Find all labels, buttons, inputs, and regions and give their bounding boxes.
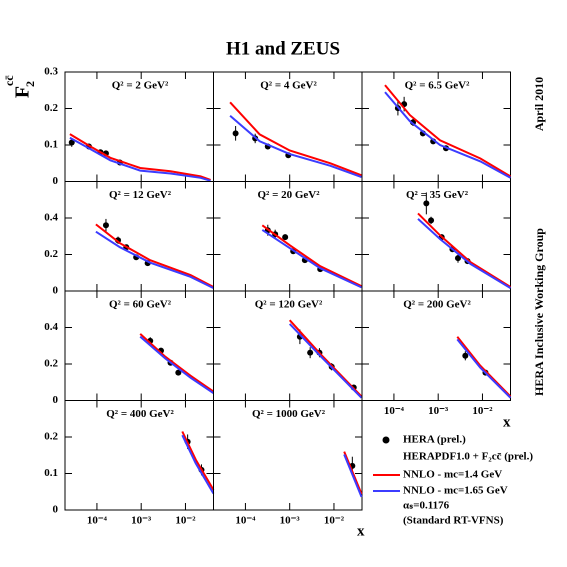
- curve: [229, 115, 362, 179]
- curve: [181, 434, 215, 495]
- x-tick-label: 10⁻⁴: [235, 515, 256, 527]
- y-tick-label: 0.2: [44, 431, 58, 443]
- data-point: [307, 349, 314, 356]
- panel-frame: [361, 290, 511, 401]
- panel-title: Q² = 2 GeV²: [112, 80, 169, 92]
- legend-label: NNLO - mc=1.65 GeV: [403, 485, 508, 497]
- y-label-sup: cc̄: [2, 75, 16, 86]
- x-tick-label: 10⁻³: [428, 405, 449, 417]
- panel-title: Q² = 60 GeV²: [109, 299, 172, 311]
- panel-title: Q² = 1000 GeV²: [252, 408, 326, 420]
- panel-title: Q² = 12 GeV²: [109, 189, 172, 201]
- legend-note: (Standard RT-VFNS): [403, 515, 504, 527]
- data-point: [454, 255, 461, 262]
- data-point: [423, 200, 430, 207]
- data-point: [175, 369, 182, 376]
- x-tick-label: 10⁻⁴: [87, 515, 108, 527]
- panel-title: Q² = 200 GeV²: [403, 299, 471, 311]
- y-tick-label: 0.1: [44, 139, 58, 151]
- data-point: [232, 130, 239, 137]
- data-point: [462, 352, 469, 359]
- legend-label: HERA (prel.): [403, 434, 466, 446]
- curve: [417, 218, 512, 289]
- side-text: HERA Inclusive Working Group: [532, 228, 546, 396]
- curve: [456, 336, 512, 398]
- data-point: [428, 217, 435, 224]
- curve: [288, 319, 363, 398]
- panel-title: Q² = 6.5 GeV²: [405, 80, 471, 92]
- side-text: April 2010: [532, 77, 546, 131]
- panel-title: Q² = 120 GeV²: [255, 299, 323, 311]
- curve: [343, 454, 363, 498]
- y-tick-label: 0.2: [44, 248, 58, 260]
- curve: [139, 335, 215, 395]
- y-tick-label: 0.2: [44, 358, 58, 370]
- y-label-sub: 2: [23, 81, 37, 87]
- x-tick-label: 10⁻³: [280, 515, 301, 527]
- x-tick-label: 10⁻²: [324, 515, 345, 527]
- curve: [384, 91, 511, 179]
- data-point: [102, 222, 109, 229]
- x-tick-label: 10⁻⁴: [384, 405, 405, 417]
- curve: [95, 230, 214, 289]
- data-point: [68, 139, 75, 146]
- y-tick-label: 0.4: [44, 321, 58, 333]
- chart-title: H1 and ZEUS: [226, 38, 340, 59]
- y-tick-label: 0: [53, 394, 59, 406]
- y-tick-label: 0.1: [44, 467, 58, 479]
- curve: [69, 136, 211, 182]
- x-axis-label: x: [357, 523, 365, 539]
- curve: [261, 224, 362, 288]
- curve: [417, 212, 512, 288]
- y-tick-label: 0: [53, 504, 59, 516]
- y-label-main: F: [12, 86, 34, 98]
- x-tick-label: 10⁻²: [175, 515, 196, 527]
- x-tick-label: 10⁻³: [131, 515, 152, 527]
- legend-label: NNLO - mc=1.4 GeV: [403, 469, 502, 481]
- y-tick-label: 0.3: [44, 66, 58, 78]
- curve: [261, 229, 362, 289]
- x-tick-label: 10⁻²: [472, 405, 493, 417]
- panel-title: Q² = 35 GeV²: [406, 189, 469, 201]
- curve: [139, 333, 215, 393]
- panel-title: Q² = 400 GeV²: [106, 408, 174, 420]
- curve: [181, 431, 215, 491]
- panel-frame: [213, 400, 363, 511]
- legend-heading: HERAPDF1.0 + F₂cc̄ (prel.): [403, 451, 533, 463]
- y-axis-label: F 2 cc̄: [2, 75, 37, 98]
- data-point: [282, 234, 289, 241]
- x-axis-label: x: [503, 414, 511, 430]
- curve: [343, 451, 363, 495]
- curve: [456, 338, 512, 399]
- curve: [69, 133, 211, 181]
- panel-title: Q² = 20 GeV²: [257, 189, 320, 201]
- curve: [229, 101, 362, 177]
- y-tick-label: 0: [53, 175, 59, 187]
- curve: [288, 323, 363, 399]
- panel-title: Q² = 4 GeV²: [260, 80, 317, 92]
- y-tick-label: 0: [53, 285, 59, 297]
- y-tick-label: 0.4: [44, 212, 58, 224]
- curve: [384, 84, 512, 178]
- legend-note: αₛ=0.1176: [403, 500, 450, 512]
- curve: [95, 223, 214, 288]
- y-tick-label: 0.2: [44, 102, 58, 114]
- legend-marker: [382, 436, 390, 444]
